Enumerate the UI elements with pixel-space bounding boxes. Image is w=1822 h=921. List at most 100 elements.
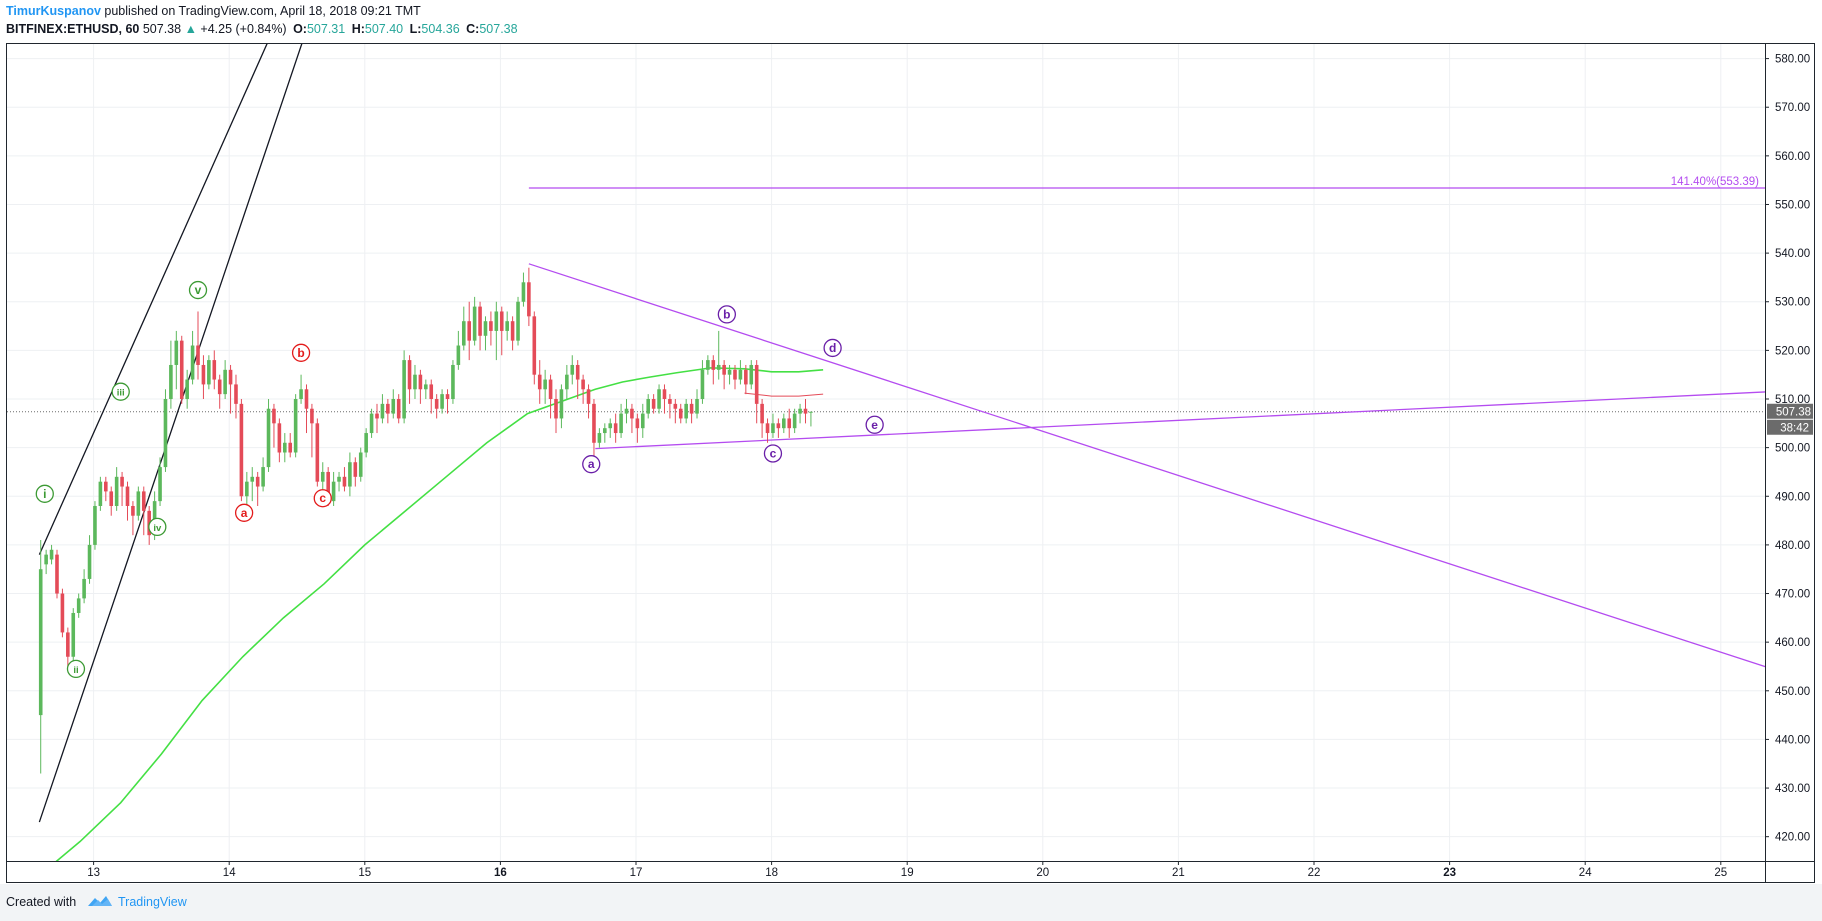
- candle-body: [765, 423, 770, 434]
- candle-body: [787, 418, 792, 429]
- wave-label-text: v: [195, 283, 202, 297]
- candle: [217, 374, 222, 409]
- wave-label: b: [291, 343, 311, 362]
- candle-body: [640, 413, 645, 429]
- candle-body: [288, 442, 293, 453]
- wave-label: a: [234, 503, 254, 522]
- candle-body: [375, 413, 379, 419]
- candle: [483, 316, 488, 351]
- candle: [331, 471, 336, 506]
- candle-body: [326, 471, 330, 502]
- candle-body: [429, 384, 434, 400]
- candle-body: [630, 408, 634, 419]
- x-tick-label: 24: [1579, 867, 1592, 879]
- candle: [646, 394, 651, 419]
- chart-panel[interactable]: 420.00 430.00 440.00 450.00 460.00 470.00 480.…: [6, 43, 1815, 883]
- candle: [603, 423, 607, 443]
- publication-line: TimurKuspanov published on TradingView.c…: [6, 3, 421, 19]
- candle: [760, 399, 764, 438]
- candle: [120, 471, 124, 506]
- candle-body: [451, 364, 455, 400]
- candle: [461, 306, 466, 351]
- wave-label: iii: [111, 382, 130, 401]
- candle: [543, 369, 547, 404]
- wave-label-circle: [148, 517, 167, 537]
- candle: [662, 384, 667, 414]
- candle: [673, 399, 678, 424]
- x-tick-label: 13: [87, 867, 100, 879]
- candle-body: [581, 379, 585, 390]
- candle-body: [635, 418, 640, 429]
- candle-body: [695, 399, 699, 414]
- candle-body: [364, 433, 368, 453]
- candle-body: [798, 408, 802, 414]
- candle-body: [559, 389, 564, 419]
- candle-body: [413, 374, 417, 390]
- black-channel-upper: [38, 44, 268, 555]
- candle-body: [136, 491, 141, 516]
- wave-label: a: [582, 455, 601, 474]
- candle: [640, 403, 645, 438]
- candle-body: [245, 481, 249, 497]
- x-tick-label: 25: [1714, 867, 1727, 879]
- candle: [559, 384, 564, 429]
- candle-body: [201, 364, 206, 385]
- candle: [369, 408, 374, 438]
- candle-body: [38, 569, 43, 716]
- candle-body: [141, 491, 146, 511]
- candle: [104, 476, 108, 502]
- candle-body: [597, 433, 602, 443]
- triangle-upper-line: [528, 263, 1765, 668]
- candle: [60, 588, 65, 638]
- candle-body: [776, 423, 781, 429]
- candle: [380, 394, 385, 424]
- candle: [44, 549, 48, 575]
- candle: [510, 316, 515, 351]
- tradingview-brand-link[interactable]: TradingView: [118, 895, 187, 909]
- candle: [575, 360, 580, 400]
- y-tick-label: 580.00: [1775, 54, 1810, 66]
- candle: [272, 403, 276, 448]
- candle: [196, 311, 200, 380]
- wave-label: i: [35, 484, 54, 503]
- y-tick-label: 530.00: [1775, 297, 1810, 309]
- candle: [472, 296, 477, 346]
- wave-label-text: ii: [73, 665, 78, 676]
- candle-body: [678, 408, 683, 419]
- candle: [375, 403, 379, 434]
- candle: [733, 364, 737, 390]
- candle: [570, 355, 575, 385]
- wave-label: c: [763, 444, 783, 463]
- price-chart[interactable]: 420.00 430.00 440.00 450.00 460.00 470.00 480.…: [7, 44, 1814, 882]
- candle-body: [586, 389, 591, 404]
- candle-body: [603, 428, 607, 434]
- candle-body: [207, 360, 211, 385]
- candle: [163, 389, 168, 472]
- candle-body: [386, 403, 390, 414]
- candle-body: [706, 360, 710, 370]
- candle-body: [315, 423, 320, 482]
- x-tick-label: 19: [901, 867, 914, 879]
- candle-body: [418, 374, 423, 390]
- author-link[interactable]: TimurKuspanov: [6, 4, 101, 18]
- wave-label: iv: [148, 517, 167, 537]
- y-tick-label: 500.00: [1775, 443, 1810, 455]
- candle-body: [299, 389, 303, 400]
- candle: [554, 389, 558, 434]
- low-label: L:: [409, 22, 422, 36]
- wave-label-text: a: [241, 506, 248, 520]
- candle-body: [554, 399, 558, 419]
- candle-body: [467, 321, 472, 341]
- candle: [87, 535, 92, 584]
- candle-body: [516, 301, 520, 341]
- candle: [700, 360, 705, 404]
- candle-body: [434, 399, 439, 409]
- candle: [93, 501, 97, 550]
- candle: [630, 403, 634, 434]
- candle: [348, 452, 352, 497]
- candle-body: [727, 369, 732, 375]
- candle: [266, 399, 271, 472]
- wave-label: c: [313, 489, 332, 508]
- triangle-lower-line: [595, 391, 1765, 450]
- candle: [239, 399, 244, 502]
